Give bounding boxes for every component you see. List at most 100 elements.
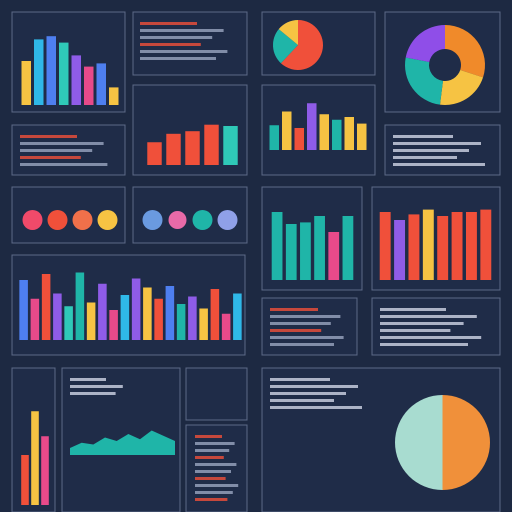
bar	[96, 63, 106, 105]
panel	[261, 297, 358, 356]
slice	[404, 57, 443, 105]
bar	[59, 42, 69, 105]
text-line	[70, 392, 116, 395]
text-line	[270, 329, 322, 332]
bar	[394, 220, 406, 280]
slice	[442, 395, 491, 491]
bar	[285, 224, 297, 280]
text-line	[140, 43, 201, 46]
text-line	[380, 343, 468, 346]
bar	[408, 214, 420, 280]
text-line	[195, 449, 230, 452]
bar	[143, 287, 152, 340]
text-line	[380, 315, 477, 318]
text-line	[270, 315, 341, 318]
bar	[344, 117, 354, 150]
text-line	[140, 50, 228, 53]
text-line	[195, 442, 235, 445]
bar	[294, 128, 304, 150]
text-line	[270, 406, 362, 409]
bar	[451, 212, 463, 280]
bar	[41, 274, 51, 340]
text-line	[140, 22, 197, 25]
text-line	[393, 149, 469, 152]
slice	[439, 69, 484, 105]
text-line	[270, 308, 318, 311]
text-line	[270, 392, 346, 395]
bar	[328, 232, 340, 280]
bubble	[217, 210, 238, 230]
text-line	[20, 156, 81, 159]
text-line	[140, 36, 213, 39]
text-line	[270, 399, 334, 402]
slice	[280, 20, 323, 70]
bar	[437, 216, 449, 280]
text-line	[20, 163, 108, 166]
bar	[204, 124, 219, 165]
bar	[314, 216, 325, 280]
text-line	[270, 336, 344, 339]
bubble	[47, 210, 68, 230]
text-line	[270, 378, 330, 381]
text-line	[70, 378, 106, 381]
bar	[465, 212, 477, 280]
bar	[30, 298, 40, 340]
bar	[379, 212, 391, 280]
bar	[332, 119, 342, 150]
text-line	[393, 135, 453, 138]
text-line	[380, 322, 464, 325]
text-line	[20, 135, 77, 138]
text-line	[270, 343, 334, 346]
bar	[221, 313, 231, 340]
bar	[86, 302, 96, 340]
bar	[199, 308, 208, 340]
text-line	[270, 322, 331, 325]
bar	[98, 283, 107, 340]
bubble	[192, 210, 213, 230]
bar	[84, 66, 94, 105]
slice	[278, 20, 298, 45]
bar	[46, 36, 56, 106]
bar	[185, 131, 200, 165]
slice	[445, 25, 486, 78]
text-line	[140, 29, 224, 32]
text-line	[393, 142, 481, 145]
text-line	[195, 498, 228, 501]
bar	[154, 298, 163, 340]
text-line	[393, 156, 457, 159]
bar	[120, 295, 130, 340]
text-line	[140, 57, 216, 60]
bar	[357, 123, 367, 150]
bar	[480, 209, 492, 280]
bar	[166, 133, 181, 165]
bar	[147, 142, 162, 165]
bar	[71, 55, 81, 105]
text-line	[195, 435, 222, 438]
text-line	[380, 336, 482, 339]
bar	[109, 310, 118, 340]
bar	[342, 216, 354, 280]
text-line	[195, 491, 233, 494]
text-line	[195, 477, 226, 480]
bar	[165, 286, 175, 340]
bar	[210, 289, 220, 340]
text-line	[70, 385, 123, 388]
bubble	[97, 210, 118, 230]
text-line	[380, 329, 451, 332]
bar	[233, 293, 242, 340]
bar	[307, 103, 317, 150]
text-line	[393, 163, 485, 166]
bubble	[72, 210, 93, 230]
panel	[371, 186, 501, 291]
text-line	[195, 456, 224, 459]
panel	[261, 84, 376, 176]
bar	[34, 39, 44, 105]
bar	[109, 87, 119, 105]
bar	[300, 222, 311, 280]
bar	[21, 455, 29, 505]
text-line	[195, 463, 237, 466]
bar	[19, 280, 28, 340]
slice	[405, 25, 445, 63]
bar	[176, 304, 186, 340]
